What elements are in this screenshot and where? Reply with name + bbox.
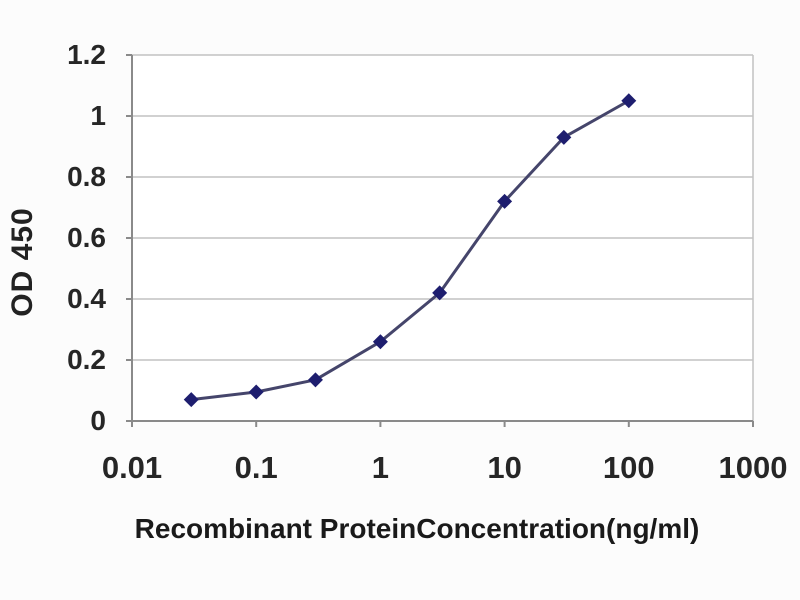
series-line [189,99,631,402]
data-point-marker [497,193,513,209]
x-tick-label: 1 [371,450,390,485]
data-point-marker [621,93,637,109]
data-point-marker [248,384,264,400]
y-tick-label: 0.8 [67,161,106,192]
y-axis-title: OD 450 [6,207,39,317]
x-tick-label: 1000 [718,450,788,485]
y-tick-label: 1.2 [67,39,106,70]
data-point-marker [307,372,323,388]
y-tick-label: 0 [90,405,106,436]
x-tick-label: 0.1 [234,450,278,485]
x-tick-label: 100 [602,450,655,485]
x-axis-title: Recombinant ProteinConcentration(ng/ml) [134,513,700,544]
x-tick-label: 0.01 [101,450,163,485]
data-point-marker [183,392,199,408]
y-tick-label: 0.4 [67,283,106,314]
y-tick-label: 0.2 [67,344,106,375]
y-tick-label: 1 [90,100,106,131]
data-point-marker [556,129,572,145]
data-point-marker [372,334,388,350]
x-tick-label: 10 [487,450,522,485]
y-tick-label: 0.6 [67,222,106,253]
data-point-marker [432,285,448,301]
